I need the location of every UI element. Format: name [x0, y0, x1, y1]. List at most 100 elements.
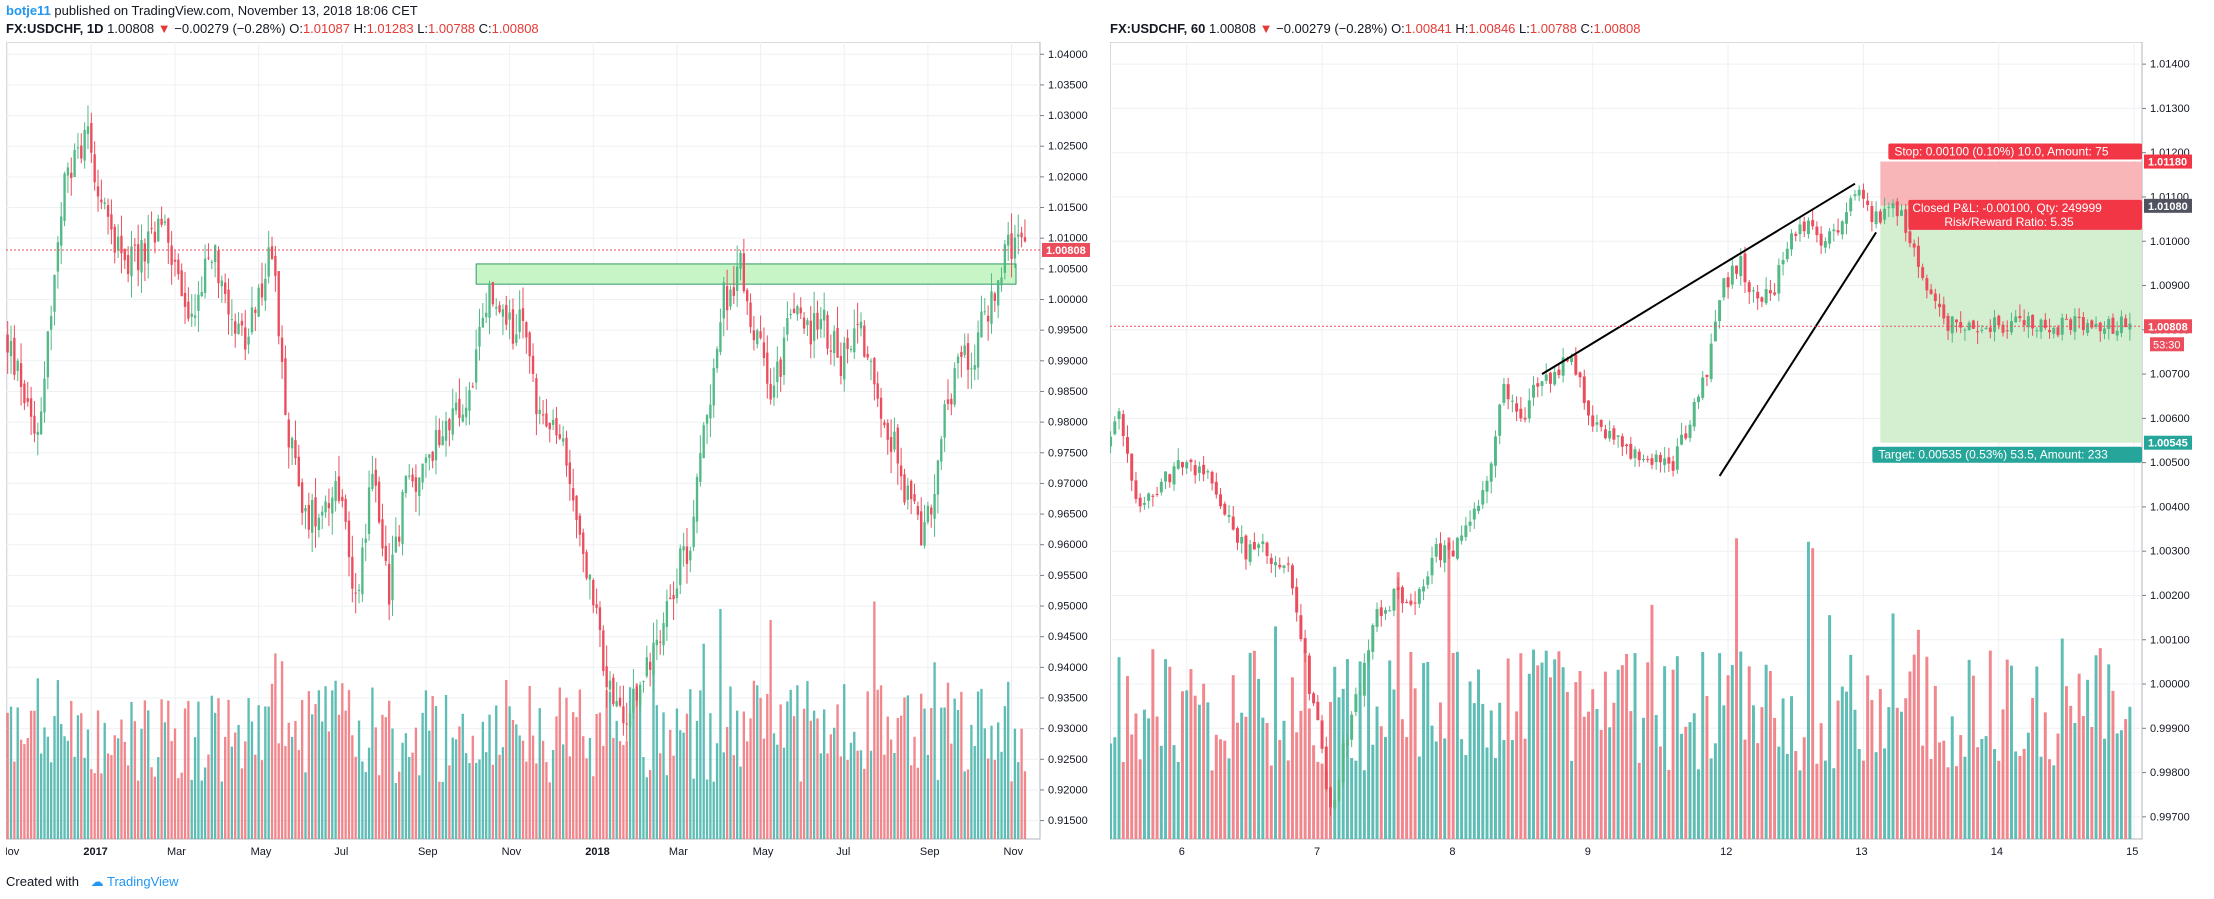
volume-bar: [150, 767, 153, 839]
volume-bar: [1883, 748, 1887, 839]
hourly-chart[interactable]: 1.014001.013001.012001.011001.010001.009…: [1110, 42, 2210, 863]
y-tick-label: 0.99000: [1048, 355, 1088, 367]
candle-body: [1409, 600, 1413, 605]
candle-body: [930, 507, 933, 515]
candle-body: [1620, 436, 1624, 447]
volume-bar: [1506, 658, 1510, 839]
stop-label: Stop: 0.00100 (0.10%) 10.0, Amount: 75: [1894, 145, 2108, 159]
candle-body: [565, 437, 568, 466]
candle-body: [2005, 330, 2009, 332]
candle-body: [655, 639, 659, 646]
candle-body: [458, 398, 461, 418]
candle-body: [491, 282, 495, 305]
volume-bar: [1988, 650, 1992, 839]
volume-bar: [478, 759, 481, 839]
volume-bar: [1625, 653, 1629, 839]
candle-body: [1010, 233, 1013, 259]
volume-bar: [759, 697, 762, 839]
volume-bar: [1916, 629, 1920, 839]
candle-body: [1013, 237, 1017, 259]
volume-bar: [508, 706, 511, 839]
candle-body: [1828, 231, 1832, 244]
volume-bar: [1358, 661, 1362, 839]
candle-body: [357, 589, 361, 591]
volume-bar: [2048, 759, 2052, 839]
candle-body: [1320, 720, 1324, 749]
volume-bar: [739, 766, 742, 839]
volume-bar: [1384, 737, 1387, 839]
volume-bar: [170, 741, 173, 839]
candle-body: [1464, 525, 1468, 538]
candle-body: [1443, 545, 1447, 563]
volume-bar: [1519, 653, 1523, 839]
volume-bar: [481, 721, 485, 839]
volume-bar: [866, 691, 869, 839]
volume-bar: [130, 702, 133, 839]
volume-bar: [856, 750, 859, 839]
volume-bar: [244, 741, 247, 839]
candle-body: [90, 123, 93, 153]
pnl-label-bg: [1908, 199, 2142, 230]
volume-bar: [1350, 757, 1354, 839]
candle-body: [1422, 586, 1426, 592]
candle-body: [1532, 384, 1536, 398]
volume-bar: [997, 722, 1000, 839]
candle-body: [746, 290, 749, 302]
candle-body: [1574, 354, 1578, 375]
candle-body: [659, 641, 662, 643]
candle-body: [682, 546, 685, 551]
volume-bar: [715, 743, 719, 839]
candle-body: [230, 319, 234, 321]
candle-body: [387, 563, 391, 605]
volume-bar: [1422, 663, 1426, 839]
candle-body: [1206, 471, 1210, 473]
candle-body: [705, 415, 709, 424]
candle-body: [1426, 576, 1430, 585]
candle-body: [1790, 233, 1794, 250]
volume-bar: [1337, 697, 1341, 839]
volume-bar: [1633, 653, 1637, 839]
stop-price-tag-bg: [2144, 154, 2192, 169]
candle-body: [1938, 303, 1942, 308]
volume-bar: [665, 775, 669, 839]
candle-body: [1629, 443, 1633, 459]
right-symbol: FX:USDCHF: [1110, 21, 1184, 36]
y-tick-label: 1.03000: [1048, 110, 1088, 122]
volume-bar: [1912, 654, 1916, 839]
candle-body: [1413, 602, 1417, 604]
volume-bar: [1227, 758, 1231, 839]
candle-body: [70, 172, 73, 178]
y-tick-label: 1.00300: [2150, 546, 2190, 558]
volume-bar: [1206, 702, 1210, 839]
y-tick-label: 0.93000: [1048, 723, 1088, 735]
volume-bar: [1650, 604, 1654, 839]
volume-bar: [725, 726, 729, 839]
candle-body: [1849, 198, 1853, 212]
volume-bar: [458, 726, 461, 839]
candle-body: [766, 352, 769, 384]
candle-body: [538, 409, 541, 414]
candle-body: [2026, 316, 2030, 328]
volume-bar: [1946, 767, 1950, 839]
volume-bar: [602, 745, 605, 839]
candle-body: [786, 318, 789, 335]
volume-bar: [1320, 763, 1324, 839]
daily-chart[interactable]: 1.04000 1.03500 1.03000 1.02500 1.02000 1.015…: [6, 42, 1108, 863]
candle-body: [1392, 588, 1396, 611]
volume-bar: [1900, 711, 1903, 839]
candle-body: [1375, 608, 1379, 627]
volume-bar: [321, 721, 324, 839]
volume-bar: [1113, 737, 1117, 839]
candle-body: [1557, 369, 1561, 376]
tradingview-link[interactable]: ☁ TradingView: [91, 874, 179, 889]
volume-bar: [525, 761, 528, 839]
candle-body: [1455, 537, 1459, 559]
author-link[interactable]: botje11: [6, 3, 51, 18]
volume-bar: [732, 755, 735, 839]
candle-body: [398, 536, 401, 542]
volume-bar: [1307, 708, 1311, 839]
volume-bar: [682, 732, 685, 839]
candle-body: [819, 319, 822, 330]
volume-bar: [428, 730, 431, 839]
right-interval: 60: [1190, 21, 1206, 36]
